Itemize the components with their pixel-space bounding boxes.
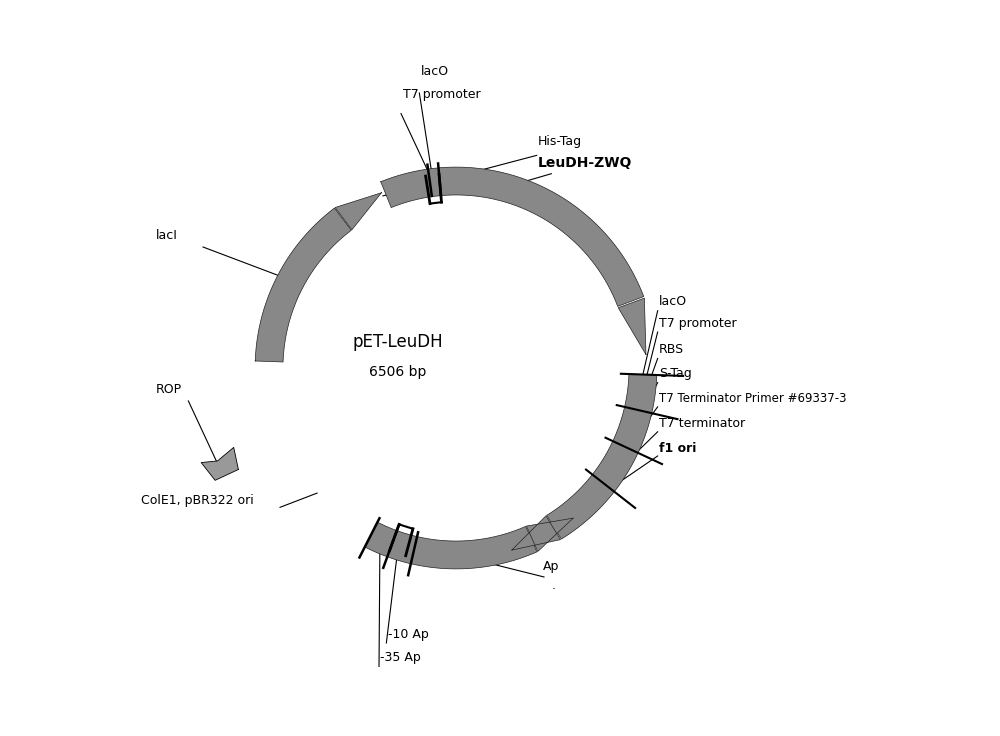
Text: -35 Ap: -35 Ap [380, 651, 421, 664]
Text: lacO: lacO [659, 295, 687, 308]
Polygon shape [201, 447, 238, 481]
Polygon shape [547, 374, 657, 539]
Text: 6506 bp: 6506 bp [369, 364, 426, 378]
Polygon shape [365, 522, 537, 569]
Text: His-Tag: His-Tag [538, 135, 582, 148]
Text: T7 Terminator Primer #69337-3: T7 Terminator Primer #69337-3 [659, 392, 847, 405]
Polygon shape [512, 516, 560, 550]
Text: LeuDH-ZWQ: LeuDH-ZWQ [538, 156, 633, 170]
Text: pET-LeuDH: pET-LeuDH [352, 333, 443, 351]
Polygon shape [335, 193, 381, 230]
Polygon shape [618, 298, 646, 355]
Text: T7 promoter: T7 promoter [403, 88, 481, 101]
Text: -10 Ap: -10 Ap [388, 628, 429, 641]
Text: T7 promoter: T7 promoter [659, 317, 737, 330]
Text: ColE1, pBR322 ori: ColE1, pBR322 ori [141, 495, 253, 507]
Text: Ap: Ap [543, 560, 559, 573]
Text: T7 terminator: T7 terminator [659, 417, 745, 430]
Polygon shape [255, 208, 351, 362]
Polygon shape [381, 167, 644, 306]
Text: lacO: lacO [421, 66, 449, 78]
Text: ROP: ROP [155, 383, 182, 396]
Polygon shape [526, 518, 573, 551]
Text: lacI: lacI [155, 229, 177, 242]
Text: .: . [551, 578, 555, 592]
Text: f1 ori: f1 ori [659, 442, 696, 455]
Text: S-Tag: S-Tag [659, 367, 692, 381]
Text: RBS: RBS [659, 343, 684, 356]
